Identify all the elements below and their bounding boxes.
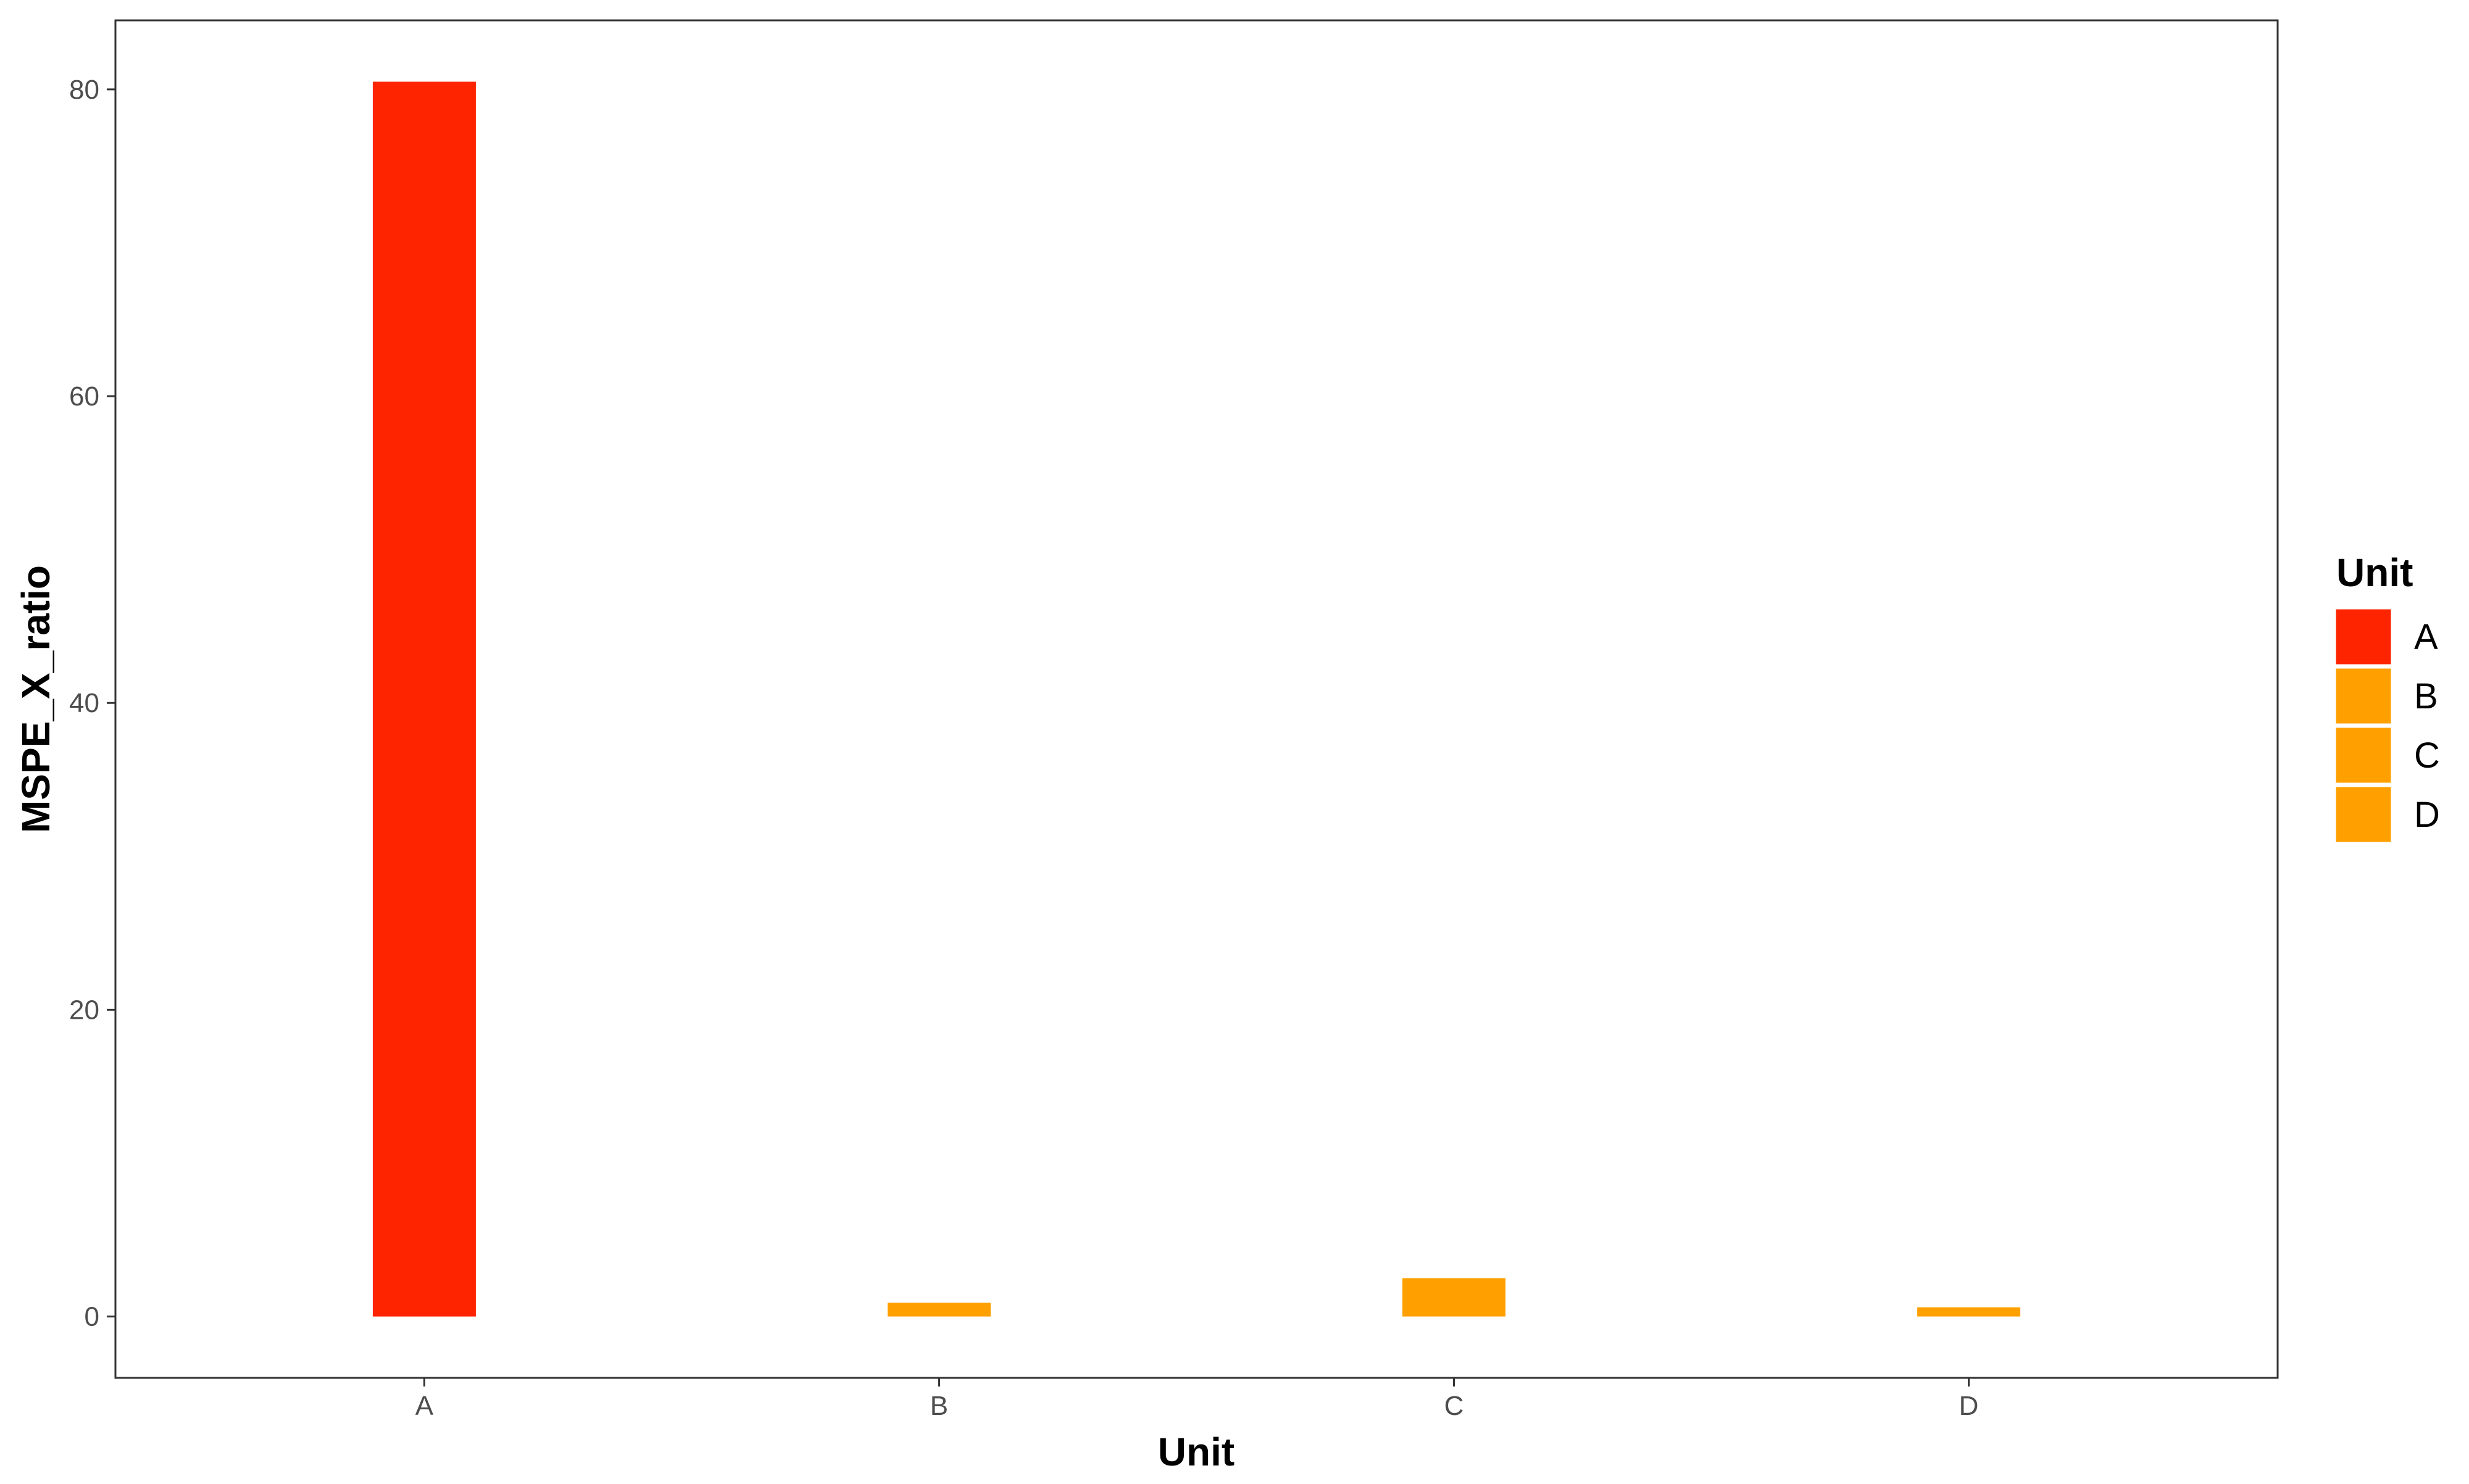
bar-A bbox=[372, 81, 476, 1317]
legend-key-C bbox=[2334, 726, 2393, 785]
y-tick-label: 60 bbox=[69, 381, 99, 412]
y-tick-label: 0 bbox=[85, 1302, 99, 1332]
bars bbox=[372, 81, 2021, 1317]
legend-label-B: B bbox=[2414, 676, 2438, 716]
bar-C bbox=[1402, 1278, 1506, 1317]
y-axis-title: MSPE_X_ratio bbox=[14, 565, 58, 833]
bar-B bbox=[887, 1303, 991, 1317]
y-tick-label: 20 bbox=[69, 995, 99, 1025]
bar-D bbox=[1917, 1307, 2021, 1317]
legend-label-C: C bbox=[2414, 736, 2440, 776]
y-tick-label: 80 bbox=[69, 75, 99, 105]
legend-label-A: A bbox=[2414, 617, 2438, 657]
x-tick-label: B bbox=[930, 1391, 948, 1421]
legend-key-A bbox=[2334, 607, 2393, 666]
legend-label-D: D bbox=[2414, 795, 2440, 835]
x-tick-label: C bbox=[1444, 1391, 1464, 1421]
legend-title: Unit bbox=[2336, 550, 2413, 595]
x-tick-label: D bbox=[1959, 1391, 1979, 1421]
x-axis-title: Unit bbox=[1158, 1430, 1234, 1474]
x-axis: A B C D bbox=[415, 1378, 1979, 1421]
y-axis: 0 20 40 60 80 bbox=[69, 75, 115, 1332]
legend-key-B bbox=[2334, 666, 2393, 726]
legend-key-D bbox=[2334, 785, 2393, 844]
y-tick-label: 40 bbox=[69, 688, 99, 718]
x-tick-label: A bbox=[415, 1391, 434, 1421]
